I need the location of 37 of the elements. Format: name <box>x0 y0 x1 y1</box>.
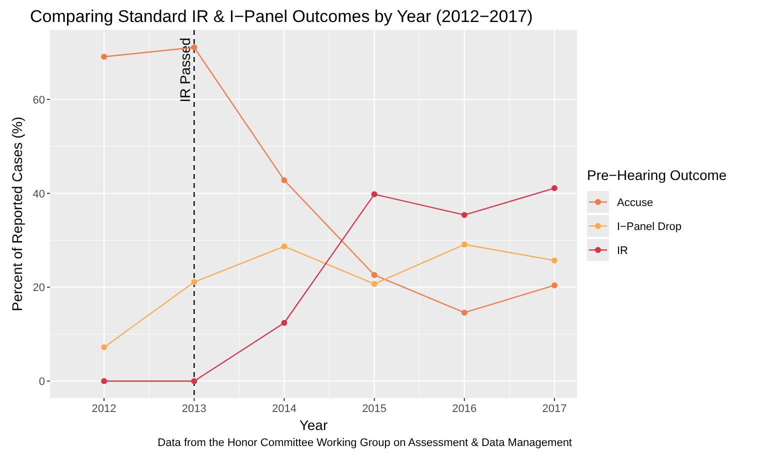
y-tick-label: 20 <box>32 282 45 294</box>
point <box>101 378 108 384</box>
point <box>191 44 198 50</box>
point <box>461 310 468 316</box>
chart-title: Comparing Standard IR & I−Panel Outcomes by Year (2012−2017) <box>30 7 533 26</box>
point <box>281 177 288 184</box>
y-tick-label: 0 <box>38 376 45 388</box>
point <box>281 243 288 250</box>
x-axis-title: Year <box>299 417 328 433</box>
point <box>551 282 558 288</box>
x-tick-label: 2012 <box>92 403 116 415</box>
point <box>461 242 468 248</box>
x-tick-label: 2017 <box>542 403 567 415</box>
ref-line-label: IR Passed <box>177 38 194 102</box>
point <box>371 191 378 198</box>
point <box>551 185 558 192</box>
text: Data from the Honor Committee Working Group on Assessment & Data Management <box>158 437 572 449</box>
point <box>191 279 198 286</box>
legend-title: Pre−Hearing Outcome <box>587 167 727 183</box>
legend-label: I−Panel Drop <box>617 221 682 233</box>
x-tick-label: 2013 <box>182 403 206 415</box>
point <box>191 378 198 384</box>
y-tick-label: 60 <box>32 94 45 106</box>
point <box>461 212 468 218</box>
point <box>101 54 108 60</box>
x-tick-label: 2015 <box>362 403 387 415</box>
x-tick-label: 2014 <box>272 403 296 415</box>
legend-label: Accuse <box>617 197 654 209</box>
legend-label: IR <box>617 245 628 257</box>
point <box>281 320 288 326</box>
point <box>371 272 378 278</box>
point <box>371 280 378 287</box>
y-tick-label: 40 <box>32 188 45 200</box>
x-tick-label: 2016 <box>452 403 477 415</box>
point <box>101 344 108 350</box>
point <box>551 257 558 264</box>
y-axis-title: Percent of Reported Cases (%) <box>9 116 25 312</box>
